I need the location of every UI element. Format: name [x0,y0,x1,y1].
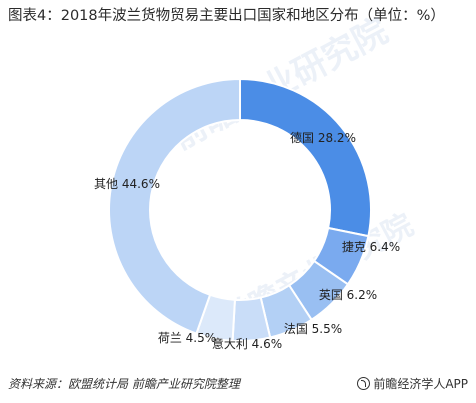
slice-1 [239,77,372,238]
source-note: 资料来源：欧盟统计局 前瞻产业研究院整理 [8,377,240,391]
slice-7 [108,77,241,335]
brand-logo-icon [357,377,371,390]
slice-label-7: 其他 44.6% [94,177,160,191]
donut-slices [108,77,372,342]
slice-label-5: 意大利 4.6% [212,336,282,351]
slice-label-3: 英国 6.2% [319,288,377,302]
brand-text: 前瞻经济学人APP [373,377,468,391]
brand: 前瞻经济学人APP [357,375,468,392]
slice-label-4: 法国 5.5% [284,322,342,336]
donut-labels: 德国 28.2% 捷克 6.4% 英国 6.2% 法国 5.5%意大利 4.6%荷兰 … [94,130,400,351]
footer: 资料来源：欧盟统计局 前瞻产业研究院整理 前瞻经济学人APP [8,375,468,395]
slice-label-1: 德国 28.2% [290,130,356,145]
chart-title: 图表4：2018年波兰货物贸易主要出口国家和地区分布（单位：%） [8,8,445,24]
slice-label-6: 荷兰 4.5% [158,331,216,345]
slice-label-2: 捷克 6.4% [342,240,400,254]
